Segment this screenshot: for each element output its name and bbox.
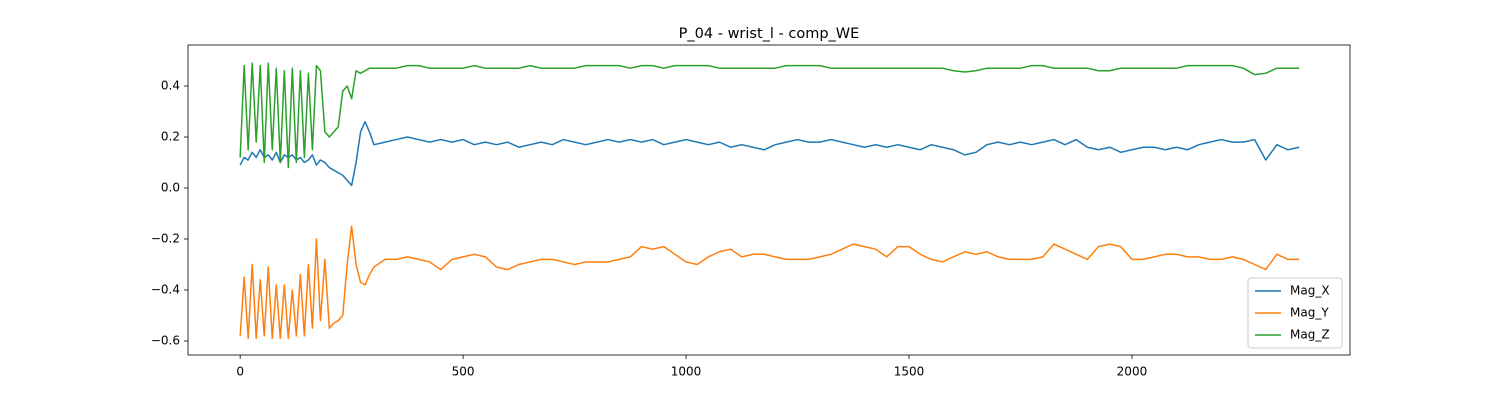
plot-area bbox=[239, 62, 1300, 340]
legend-label: Mag_X bbox=[1290, 284, 1330, 298]
y-tick-label: −0.6 bbox=[151, 333, 180, 347]
legend-box bbox=[1247, 277, 1343, 349]
x-tick-label: 2000 bbox=[1117, 365, 1148, 379]
y-tick-label: 0.0 bbox=[161, 181, 180, 195]
axes-frame bbox=[187, 44, 1351, 356]
data-line bbox=[239, 62, 1300, 169]
data-line bbox=[239, 225, 1300, 340]
chart-title: P_04 - wrist_l - comp_WE bbox=[679, 26, 860, 42]
y-tick-label: −0.4 bbox=[151, 282, 180, 296]
x-tick-label: 1500 bbox=[894, 365, 925, 379]
data-line bbox=[239, 120, 1300, 187]
x-tick-label: 1000 bbox=[671, 365, 702, 379]
x-tick-label: 500 bbox=[452, 365, 475, 379]
y-tick-label: 0.2 bbox=[161, 130, 180, 144]
legend-label: Mag_Y bbox=[1290, 306, 1329, 320]
y-tick-label: 0.4 bbox=[161, 79, 180, 93]
legend-label: Mag_Z bbox=[1290, 328, 1330, 342]
x-tick-label: 0 bbox=[236, 365, 244, 379]
y-tick-label: −0.2 bbox=[151, 232, 180, 246]
